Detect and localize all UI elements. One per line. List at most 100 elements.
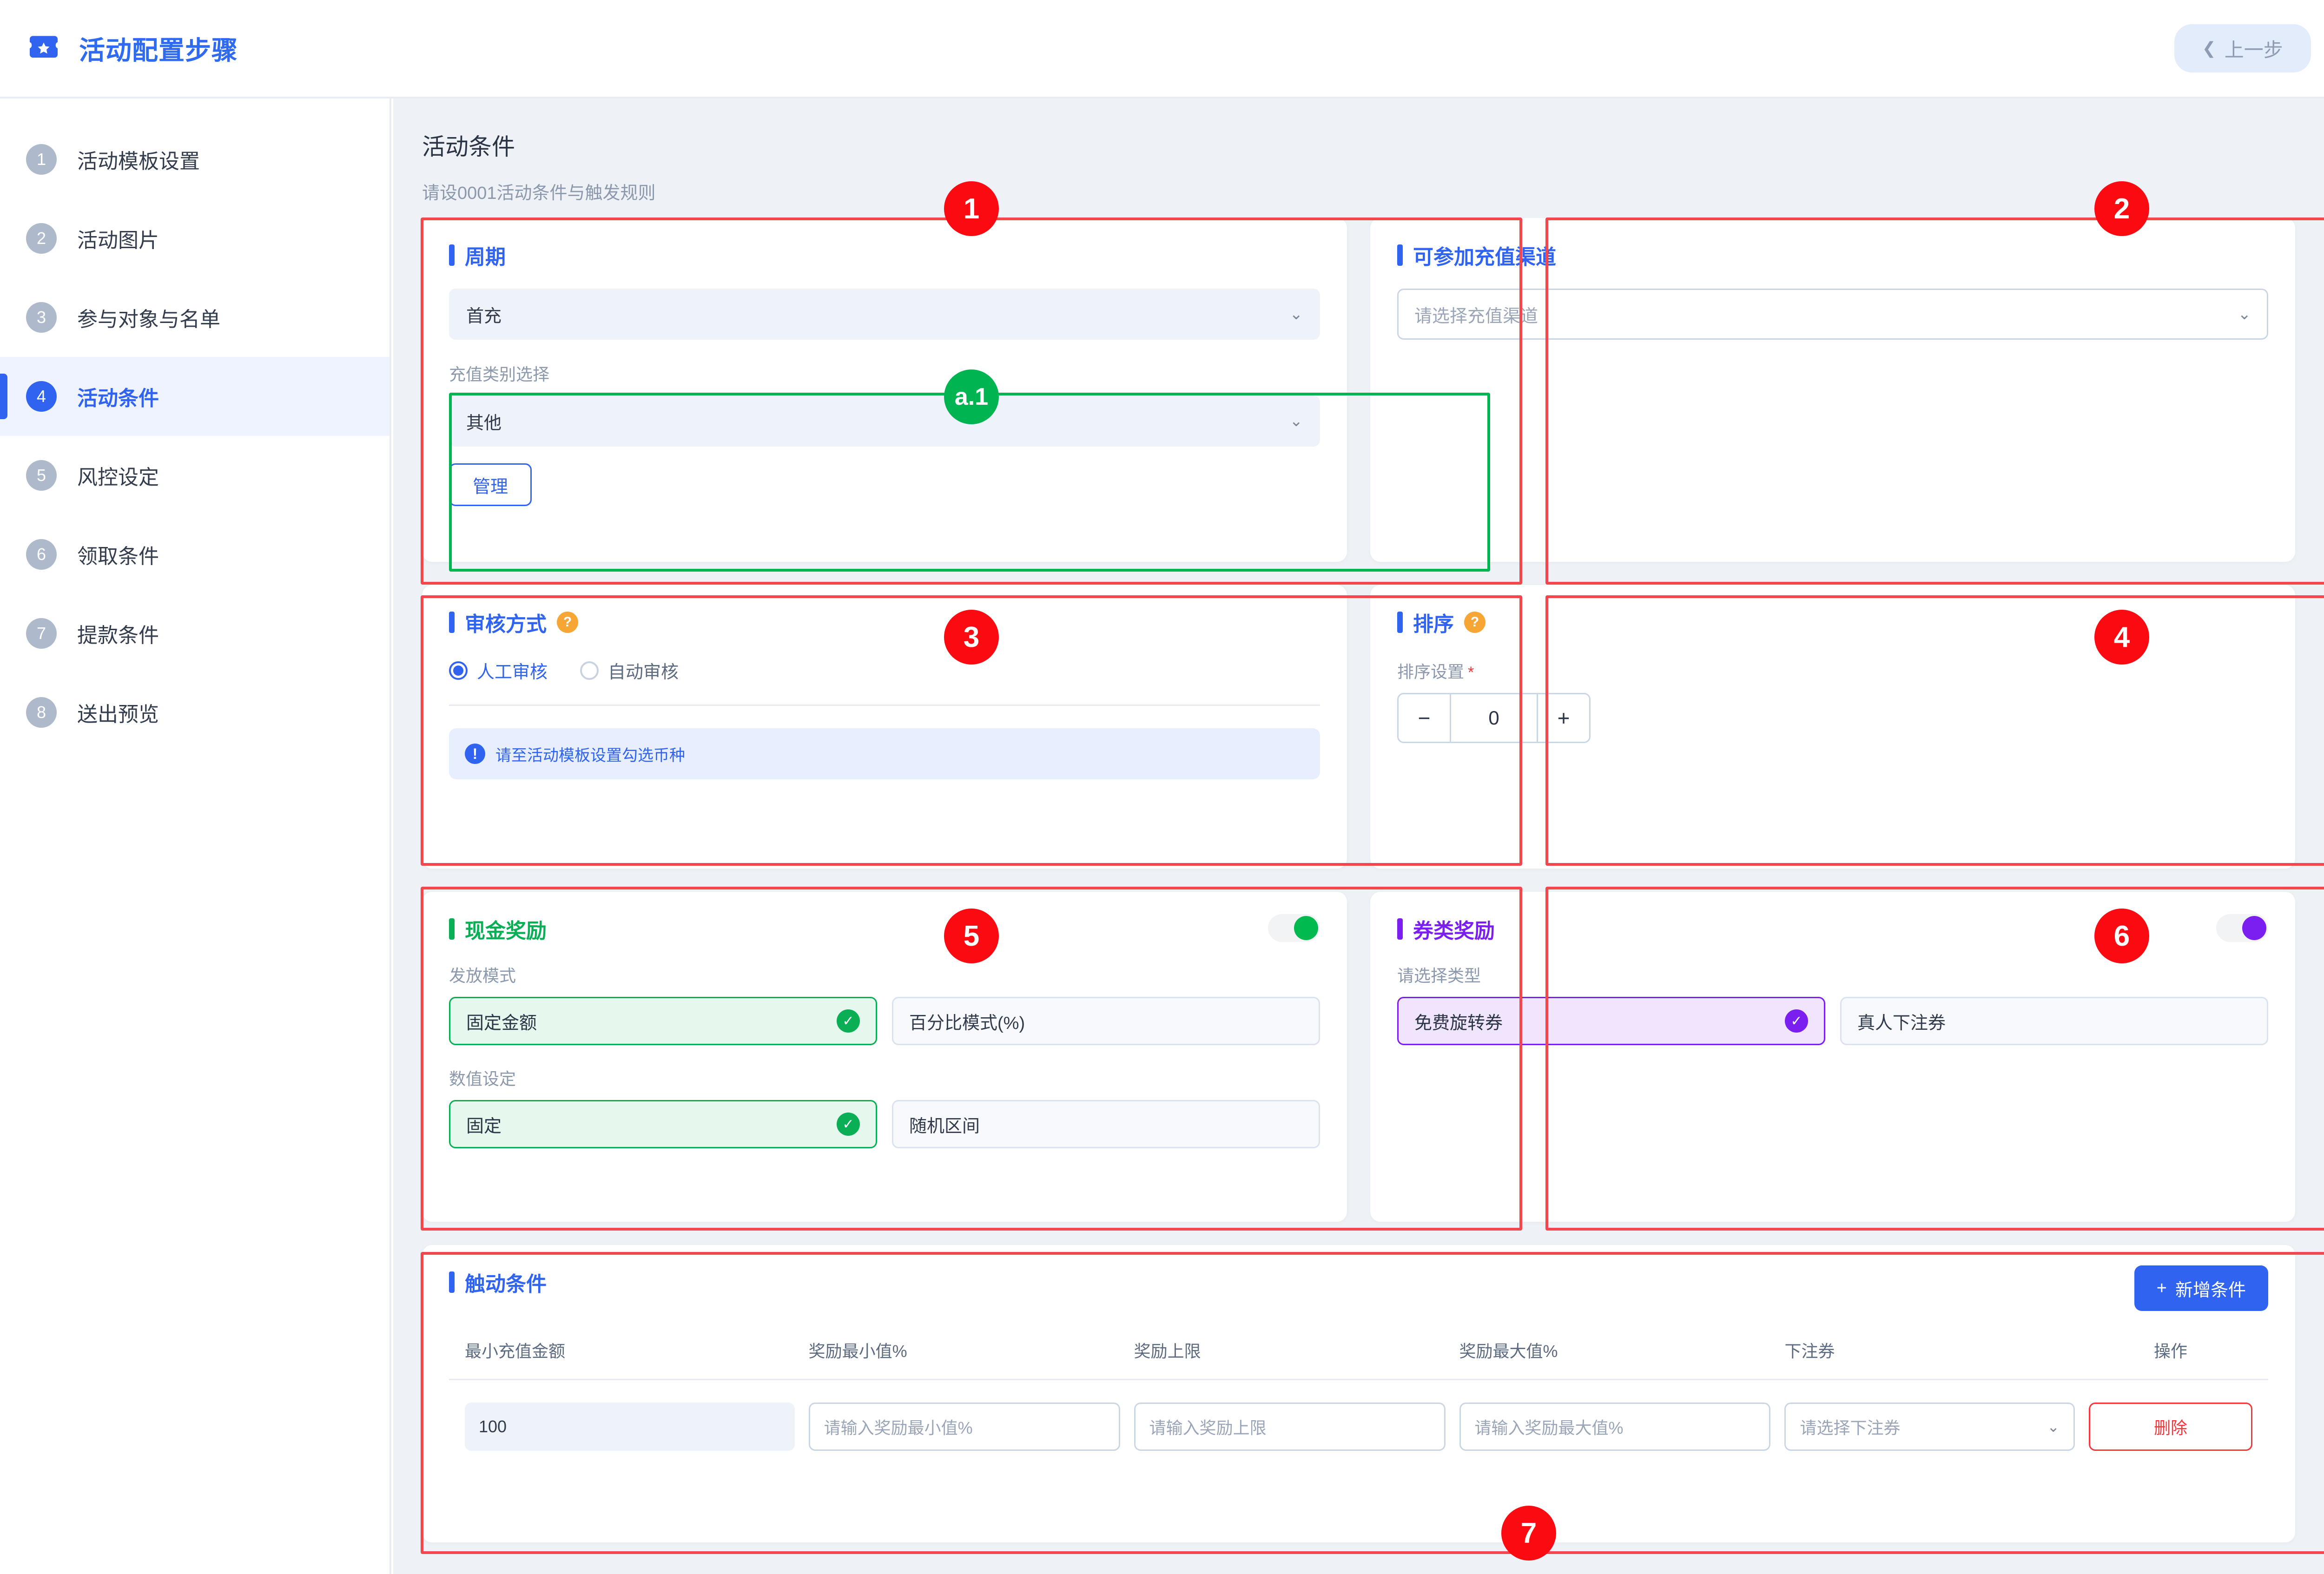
column-actions: 操作: [2153, 1342, 2187, 1361]
cash-reward-panel-title: 现金奖励: [449, 914, 1320, 944]
title-accent-bar: [449, 918, 455, 940]
brand: 活动配置步骤: [0, 30, 238, 67]
reward-cap-input[interactable]: 请输入奖励上限: [1134, 1403, 1446, 1451]
sort-decrement-button[interactable]: −: [1399, 694, 1450, 742]
recharge-channel-select[interactable]: 请选择充值渠道 ⌄: [1397, 289, 2268, 340]
sort-field-label: 排序设置 *: [1397, 659, 2268, 683]
cash-reward-value-label: 数值设定: [449, 1069, 516, 1088]
column-max-reward-pct: 奖励最大值%: [1459, 1342, 1558, 1361]
coupon-reward-toggle[interactable]: [2216, 914, 2268, 942]
sidebar-item-8-number: 8: [26, 697, 57, 728]
sidebar-item-1-label: 活动模板设置: [77, 150, 200, 173]
toggle-knob: [1294, 916, 1318, 940]
ticket-star-icon: [25, 30, 62, 67]
sidebar-item-3-number: 3: [26, 302, 57, 333]
table-divider: [449, 1379, 2268, 1380]
cash-reward-value-options: 固定 ✓ 随机区间: [449, 1100, 1320, 1148]
toggle-knob: [2242, 916, 2266, 940]
option-percentage-mode[interactable]: 百分比模式(%): [892, 997, 1320, 1045]
cash-reward-mode-options: 固定金额 ✓ 百分比模式(%): [449, 997, 1320, 1045]
coupon-type-label: 请选择类型: [1397, 966, 1481, 985]
help-icon[interactable]: ?: [1464, 612, 1486, 633]
plus-icon: +: [2156, 1278, 2167, 1298]
recharge-type-select[interactable]: 其他 ⌄: [449, 395, 1320, 447]
cycle-panel-title: 周期: [449, 240, 1320, 270]
column-min-recharge: 最小充值金额: [465, 1342, 566, 1361]
sidebar-item-6[interactable]: 6 领取条件: [0, 515, 390, 594]
prev-step-label: 上一步: [2224, 39, 2283, 61]
prev-step-button[interactable]: ❮ 上一步: [2174, 24, 2311, 72]
radio-indicator: [449, 661, 468, 680]
sidebar-item-7-label: 提款条件: [77, 624, 159, 647]
option-fixed-amount-label: 固定金额: [466, 1013, 537, 1033]
info-icon: !: [465, 744, 485, 764]
sort-title-text: 排序: [1413, 613, 1454, 636]
manage-button[interactable]: 管理: [449, 463, 532, 506]
sidebar-item-6-number: 6: [26, 539, 57, 570]
option-random-range[interactable]: 随机区间: [892, 1100, 1320, 1148]
option-free-spin-coupon[interactable]: 免费旋转券 ✓: [1397, 997, 1825, 1045]
check-icon: ✓: [837, 1113, 860, 1136]
add-condition-button[interactable]: + 新增条件: [2134, 1265, 2268, 1311]
option-free-spin-coupon-label: 免费旋转券: [1414, 1013, 1503, 1033]
sort-increment-button[interactable]: +: [1538, 694, 1589, 742]
option-percentage-mode-label: 百分比模式(%): [909, 1013, 1025, 1033]
add-condition-label: 新增条件: [2175, 1280, 2246, 1300]
option-live-bet-coupon[interactable]: 真人下注券: [1840, 997, 2268, 1045]
coupon-type-options: 免费旋转券 ✓ 真人下注券: [1397, 997, 2268, 1045]
option-fixed-value[interactable]: 固定 ✓: [449, 1100, 877, 1148]
sort-value[interactable]: 0: [1488, 707, 1499, 729]
help-icon[interactable]: ?: [557, 612, 578, 633]
sidebar-item-5[interactable]: 5 风控设定: [0, 436, 390, 515]
required-marker: *: [1468, 664, 1474, 681]
sidebar-item-7[interactable]: 7 提款条件: [0, 594, 390, 673]
sort-panel-title: 排序 ?: [1397, 607, 2268, 637]
main-content: 活动条件 请设0001活动条件与触发规则 周期 首充 ⌄ 充值类别选择 其他 ⌄: [393, 99, 2324, 1574]
coupon-reward-title-text: 券类奖励: [1413, 920, 1495, 942]
table-header-row: 最小充值金额 奖励最小值% 奖励上限 奖励最大值% 下注券 操作: [449, 1338, 2268, 1379]
radio-manual-audit[interactable]: 人工审核: [449, 658, 548, 683]
option-fixed-amount[interactable]: 固定金额 ✓: [449, 997, 877, 1045]
divider: [449, 705, 1320, 706]
sidebar-item-3-label: 参与对象与名单: [77, 308, 220, 331]
bet-coupon-select[interactable]: 请选择下注券 ⌄: [1784, 1403, 2075, 1451]
min-recharge-input[interactable]: 100: [465, 1403, 795, 1451]
delete-row-button[interactable]: 删除: [2089, 1403, 2252, 1451]
currency-warning-text: 请至活动模板设置勾选币种: [495, 746, 685, 764]
sidebar-item-5-number: 5: [26, 460, 57, 491]
panel-grid: 周期 首充 ⌄ 充值类别选择 其他 ⌄ 管理: [422, 218, 2295, 1542]
top-bar-actions: ❮ 上一步 下一步 ❯ 退出编辑: [2174, 24, 2324, 72]
sidebar-item-4-label: 活动条件: [77, 387, 159, 410]
recharge-channel-panel-title: 可参加充值渠道: [1397, 240, 2268, 270]
min-reward-pct-input[interactable]: 请输入奖励最小值%: [808, 1403, 1120, 1451]
max-reward-pct-input[interactable]: 请输入奖励最大值%: [1459, 1403, 1771, 1451]
page-title: 活动条件: [422, 134, 515, 160]
sidebar: 1 活动模板设置 2 活动图片 3 参与对象与名单 4 活动条件 5 风控设定 …: [0, 99, 391, 1574]
sort-field-label-text: 排序设置: [1397, 662, 1465, 681]
sidebar-item-4[interactable]: 4 活动条件: [0, 357, 390, 436]
cash-reward-toggle[interactable]: [1268, 914, 1320, 942]
sidebar-item-8[interactable]: 8 送出预览: [0, 673, 390, 752]
radio-manual-audit-label: 人工审核: [477, 663, 548, 682]
sort-stepper[interactable]: − 0 +: [1397, 693, 1591, 743]
sidebar-item-3[interactable]: 3 参与对象与名单: [0, 278, 390, 357]
sidebar-item-1[interactable]: 1 活动模板设置: [0, 120, 390, 199]
chevron-down-icon: ⌄: [1289, 305, 1303, 323]
chevron-down-icon: ⌄: [2238, 305, 2251, 323]
recharge-channel-placeholder: 请选择充值渠道: [1414, 306, 1538, 326]
sidebar-item-2[interactable]: 2 活动图片: [0, 199, 390, 278]
option-live-bet-coupon-label: 真人下注券: [1857, 1013, 1946, 1033]
radio-auto-audit[interactable]: 自动审核: [580, 658, 679, 683]
coupon-reward-panel-title: 券类奖励: [1397, 914, 2268, 944]
chevron-down-icon: ⌄: [1289, 412, 1303, 430]
recharge-type-value: 其他: [466, 413, 502, 433]
trigger-condition-title-text: 触动条件: [465, 1273, 547, 1296]
cycle-select[interactable]: 首充 ⌄: [449, 289, 1320, 340]
title-accent-bar: [1397, 918, 1403, 940]
sidebar-item-2-label: 活动图片: [77, 229, 159, 252]
check-icon: ✓: [837, 1009, 860, 1033]
trigger-condition-panel: 触动条件 + 新增条件 最小充值金额 奖励最小值% 奖励上限 奖励最大值% 下注…: [422, 1245, 2295, 1542]
cycle-title-text: 周期: [465, 246, 506, 269]
chevron-down-icon: ⌄: [2047, 1418, 2060, 1435]
title-accent-bar: [449, 1271, 455, 1293]
